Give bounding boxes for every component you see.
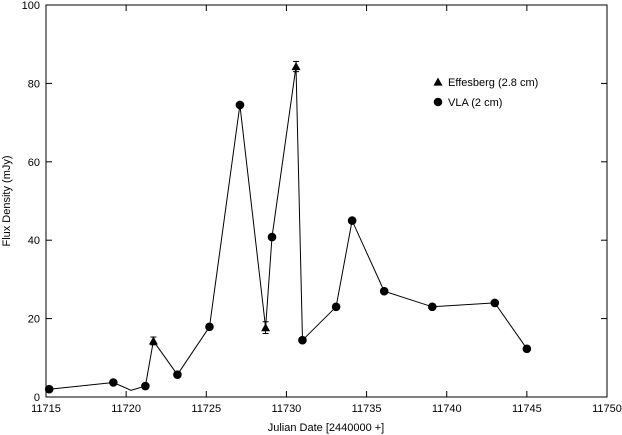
y-tick-label: 40 — [28, 235, 40, 247]
y-axis-label: Flux Density (mJy) — [1, 155, 13, 246]
vla-point — [522, 344, 532, 354]
y-tick-label: 0 — [34, 392, 40, 404]
x-tick-label: 11730 — [272, 403, 302, 415]
plot-frame — [45, 4, 608, 398]
x-tick-label: 11735 — [352, 403, 382, 415]
data-line-group — [49, 66, 528, 391]
legend: Effesberg (2.8 cm) VLA (2 cm) — [433, 77, 538, 109]
data-markers — [44, 60, 532, 394]
effesberg-point — [148, 336, 158, 345]
x-tick-label: 11745 — [512, 403, 542, 415]
legend-entry-label: Effesberg (2.8 cm) — [448, 77, 538, 89]
vla-point — [205, 322, 214, 332]
vla-point — [173, 370, 182, 379]
vla-point — [44, 384, 54, 394]
legend-entry-label: VLA (2 cm) — [448, 97, 502, 109]
y-tick-label: 80 — [28, 78, 40, 90]
vla-point — [427, 302, 437, 312]
y-tick-label: 60 — [28, 157, 40, 169]
vla-point — [235, 100, 245, 110]
vla-point — [267, 232, 277, 242]
vla-point — [379, 286, 389, 296]
effesberg-point — [261, 323, 271, 332]
x-tick-label: 11715 — [31, 403, 61, 415]
vla-point — [490, 298, 500, 308]
y-tick-label: 100 — [22, 0, 40, 12]
vla-point — [141, 381, 150, 391]
legend-triangle-marker — [433, 77, 443, 86]
effesberg-point — [291, 62, 301, 71]
vla-point — [109, 378, 118, 387]
legend-circle-marker — [433, 97, 443, 107]
vla-point — [347, 216, 357, 225]
vla-point — [331, 302, 341, 312]
axis-tick-labels: 11715 11720 11725 11730 11735 11740 11745 11750… — [22, 0, 622, 415]
x-tick-label: 11725 — [191, 403, 221, 415]
vla-point — [298, 335, 307, 345]
y-tick-label: 20 — [28, 314, 40, 326]
x-tick-label: 11750 — [592, 403, 622, 415]
x-tick-label: 11720 — [111, 403, 141, 415]
x-axis-label: Julian Date [2440000 +] — [268, 422, 385, 434]
axis-ticks — [45, 4, 608, 398]
x-tick-label: 11740 — [432, 403, 462, 415]
flux-line — [49, 66, 528, 391]
